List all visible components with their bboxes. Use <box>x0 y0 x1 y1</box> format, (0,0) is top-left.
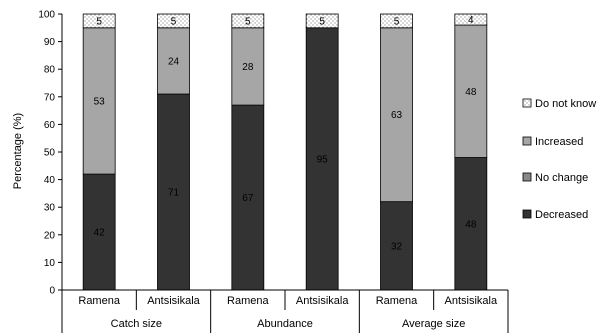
y-tick-label: 20 <box>44 230 56 241</box>
bar-segment-decreased <box>380 201 413 291</box>
x-category-label: Antsisikala <box>147 295 200 307</box>
x-axis-categories: Ramena Antsisikala Ramena Antsisikala Ramena… <box>78 295 498 307</box>
bar-segment-decreased <box>231 104 265 291</box>
bar-data-label: 5 <box>319 16 325 27</box>
bar-data-label: 67 <box>242 193 254 204</box>
y-tick-label: 100 <box>38 10 55 21</box>
bar-data-label: 48 <box>465 87 477 98</box>
legend-entry: Decreased <box>535 209 588 221</box>
y-tick-label: 10 <box>44 258 56 269</box>
x-group-label: Abundance <box>257 318 313 330</box>
bar-data-label: 4 <box>468 15 474 26</box>
y-axis-label: Percentage (%) <box>12 113 24 189</box>
bar-data-label: 28 <box>242 62 254 73</box>
legend-entry: Increased <box>535 136 583 148</box>
bar-segment-decreased <box>82 173 116 291</box>
bars-layer: 42 53 5 71 24 5 67 28 5 95 5 32 63 5 48 48 4 <box>82 13 488 291</box>
bar-segment-do-not-know <box>380 13 413 29</box>
bar-data-label: 95 <box>317 154 329 165</box>
x-category-label: Ramena <box>78 295 120 307</box>
bar-data-label: 5 <box>171 16 177 27</box>
y-tick-label: 40 <box>44 175 56 186</box>
x-category-label: Antsisikala <box>445 295 498 307</box>
axes-layer <box>61 14 509 333</box>
bar-segment-do-not-know <box>305 13 339 29</box>
bar-segment-increased <box>82 27 116 175</box>
x-group-label: Average size <box>402 318 465 330</box>
bar-segment-decreased <box>305 27 339 291</box>
x-category-label: Ramena <box>376 295 418 307</box>
bar-segment-decreased <box>454 157 488 291</box>
y-tick-label: 80 <box>44 65 56 76</box>
legend-swatch <box>522 98 532 108</box>
bar-segment-increased <box>157 27 190 95</box>
legend-swatch <box>522 136 532 146</box>
bar-data-label: 5 <box>394 16 400 27</box>
y-tick-label: 30 <box>44 203 56 214</box>
bar-segment-do-not-know <box>454 13 488 26</box>
legend-swatch <box>522 209 532 219</box>
x-axis-groups: Catch size Abundance Average size <box>111 318 466 330</box>
bar-data-label: 5 <box>96 16 102 27</box>
y-tick-label: 60 <box>44 120 56 131</box>
bar-segment-increased <box>231 27 265 106</box>
legend-entry: Do not know <box>535 98 596 110</box>
bar-data-label: 32 <box>391 241 403 252</box>
bar-segment-do-not-know <box>82 13 116 29</box>
y-tick-label: 70 <box>44 92 56 103</box>
bar-segment-increased <box>380 27 413 203</box>
x-category-label: Antsisikala <box>296 295 349 307</box>
bar-data-label: 71 <box>168 188 180 199</box>
bar-segment-decreased <box>157 93 190 291</box>
legend-swatch <box>522 172 532 182</box>
y-tick-label: 0 <box>49 286 55 297</box>
bar-data-label: 48 <box>465 219 477 230</box>
legend-entry: No change <box>535 172 588 184</box>
y-tick-label: 90 <box>44 37 56 48</box>
legend: Do not know Increased No change Decreased <box>522 98 596 221</box>
bar-data-label: 5 <box>245 16 251 27</box>
bar-segment-do-not-know <box>157 13 190 29</box>
bar-segment-increased <box>454 24 488 158</box>
y-tick-label: 50 <box>44 148 56 159</box>
bar-segment-do-not-know <box>231 13 265 29</box>
x-group-label: Catch size <box>111 318 162 330</box>
y-axis-ticks: 0 10 20 30 40 50 60 70 80 90 100 <box>38 10 62 297</box>
bar-data-label: 63 <box>391 110 403 121</box>
x-category-label: Ramena <box>227 295 269 307</box>
bar-data-label: 53 <box>94 96 106 107</box>
bar-data-label: 24 <box>168 56 180 67</box>
bar-data-label: 42 <box>94 228 106 239</box>
